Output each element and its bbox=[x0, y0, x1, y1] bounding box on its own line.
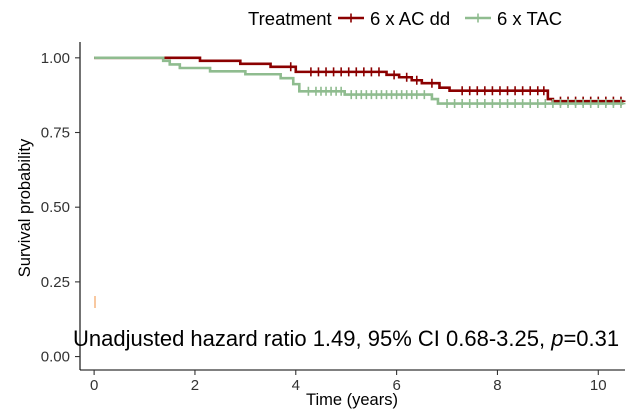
x-tick-label: 0 bbox=[90, 377, 98, 394]
y-tick-label: 0.75 bbox=[41, 125, 70, 142]
censor-mark bbox=[563, 99, 573, 109]
censor-mark bbox=[518, 86, 528, 96]
censor-mark bbox=[303, 86, 313, 96]
legend: Treatment 6 x AC dd 6 x TAC bbox=[248, 8, 562, 29]
series-6-x-tac bbox=[94, 56, 626, 109]
legend-item-tac: 6 x TAC bbox=[465, 8, 562, 29]
censor-mark bbox=[366, 67, 376, 77]
censor-mark bbox=[525, 99, 535, 109]
censor-mark bbox=[465, 99, 475, 109]
legend-title: Treatment bbox=[248, 8, 332, 29]
censor-mark bbox=[427, 78, 437, 88]
series-line-6-x-tac bbox=[94, 56, 624, 105]
x-tick-label: 2 bbox=[191, 377, 199, 394]
censor-mark bbox=[419, 90, 429, 100]
censor-plus-icon bbox=[473, 13, 483, 23]
censor-mark bbox=[608, 99, 618, 109]
censor-mark bbox=[593, 99, 603, 109]
censor-mark bbox=[412, 75, 422, 85]
censor-mark bbox=[480, 86, 490, 96]
x-axis-title: Time (years) bbox=[306, 391, 398, 409]
x-tick-label: 4 bbox=[292, 377, 300, 394]
censor-mark bbox=[442, 99, 452, 109]
x-tick-label: 10 bbox=[590, 377, 607, 394]
censor-mark bbox=[533, 99, 543, 109]
censor-mark bbox=[578, 99, 588, 109]
censor-mark bbox=[480, 99, 490, 109]
legend-label-ac-dd: 6 x AC dd bbox=[370, 8, 450, 29]
y-axis: 0.00 0.25 0.50 0.75 1.00 bbox=[41, 42, 81, 370]
y-tick-label: 0.00 bbox=[41, 349, 70, 366]
plot-area bbox=[94, 56, 626, 109]
hazard-ratio-annotation: Unadjusted hazard ratio 1.49, 95% CI 0.6… bbox=[73, 326, 619, 351]
p-value-symbol: p bbox=[550, 326, 563, 351]
censor-mark bbox=[616, 99, 626, 109]
annotation-text: Unadjusted hazard ratio 1.49, 95% CI 0.6… bbox=[73, 326, 551, 351]
x-tick-label: 6 bbox=[392, 377, 400, 394]
censor-mark bbox=[525, 86, 535, 96]
y-tick-label: 0.25 bbox=[41, 274, 70, 291]
censor-plus-icon bbox=[346, 13, 356, 23]
y-tick-label: 0.50 bbox=[41, 199, 70, 216]
censor-mark bbox=[359, 67, 369, 77]
censor-mark bbox=[555, 99, 565, 109]
censor-mark bbox=[472, 99, 482, 109]
censor-mark bbox=[402, 72, 412, 82]
censor-mark bbox=[286, 62, 296, 72]
censor-mark bbox=[601, 99, 611, 109]
censor-mark bbox=[329, 67, 339, 77]
censor-mark bbox=[495, 86, 505, 96]
censor-mark bbox=[344, 67, 354, 77]
censor-mark bbox=[487, 99, 497, 109]
censor-mark bbox=[518, 99, 528, 109]
censor-mark bbox=[321, 67, 331, 77]
censor-mark bbox=[465, 86, 475, 96]
legend-item-ac-dd: 6 x AC dd bbox=[338, 8, 450, 29]
censor-mark bbox=[457, 99, 467, 109]
censor-mark bbox=[540, 99, 550, 109]
censor-mark bbox=[351, 67, 361, 77]
x-axis: 0 2 4 6 8 10 bbox=[80, 369, 625, 394]
censor-mark bbox=[412, 90, 422, 100]
legend-label-tac: 6 x TAC bbox=[497, 8, 562, 29]
censor-mark bbox=[571, 99, 581, 109]
censor-mark bbox=[457, 86, 467, 96]
censor-mark bbox=[374, 67, 384, 77]
censor-mark bbox=[336, 67, 346, 77]
x-tick-label: 8 bbox=[493, 377, 501, 394]
y-tick-label: 1.00 bbox=[41, 50, 70, 67]
censor-mark bbox=[313, 67, 323, 77]
censor-mark bbox=[450, 99, 460, 109]
p-value: =0.31 bbox=[563, 326, 619, 351]
censor-mark bbox=[472, 86, 482, 96]
censor-mark bbox=[503, 86, 513, 96]
censor-mark bbox=[389, 70, 399, 80]
censor-mark bbox=[548, 99, 558, 109]
censor-mark bbox=[306, 67, 316, 77]
censor-mark bbox=[539, 86, 549, 96]
censor-mark bbox=[487, 86, 497, 96]
censor-mark bbox=[510, 86, 520, 96]
censor-mark bbox=[495, 99, 505, 109]
censor-mark bbox=[503, 99, 513, 109]
censor-mark bbox=[336, 86, 346, 96]
censor-mark bbox=[586, 99, 596, 109]
censor-mark bbox=[510, 99, 520, 109]
y-axis-title: Survival probability bbox=[16, 138, 34, 277]
